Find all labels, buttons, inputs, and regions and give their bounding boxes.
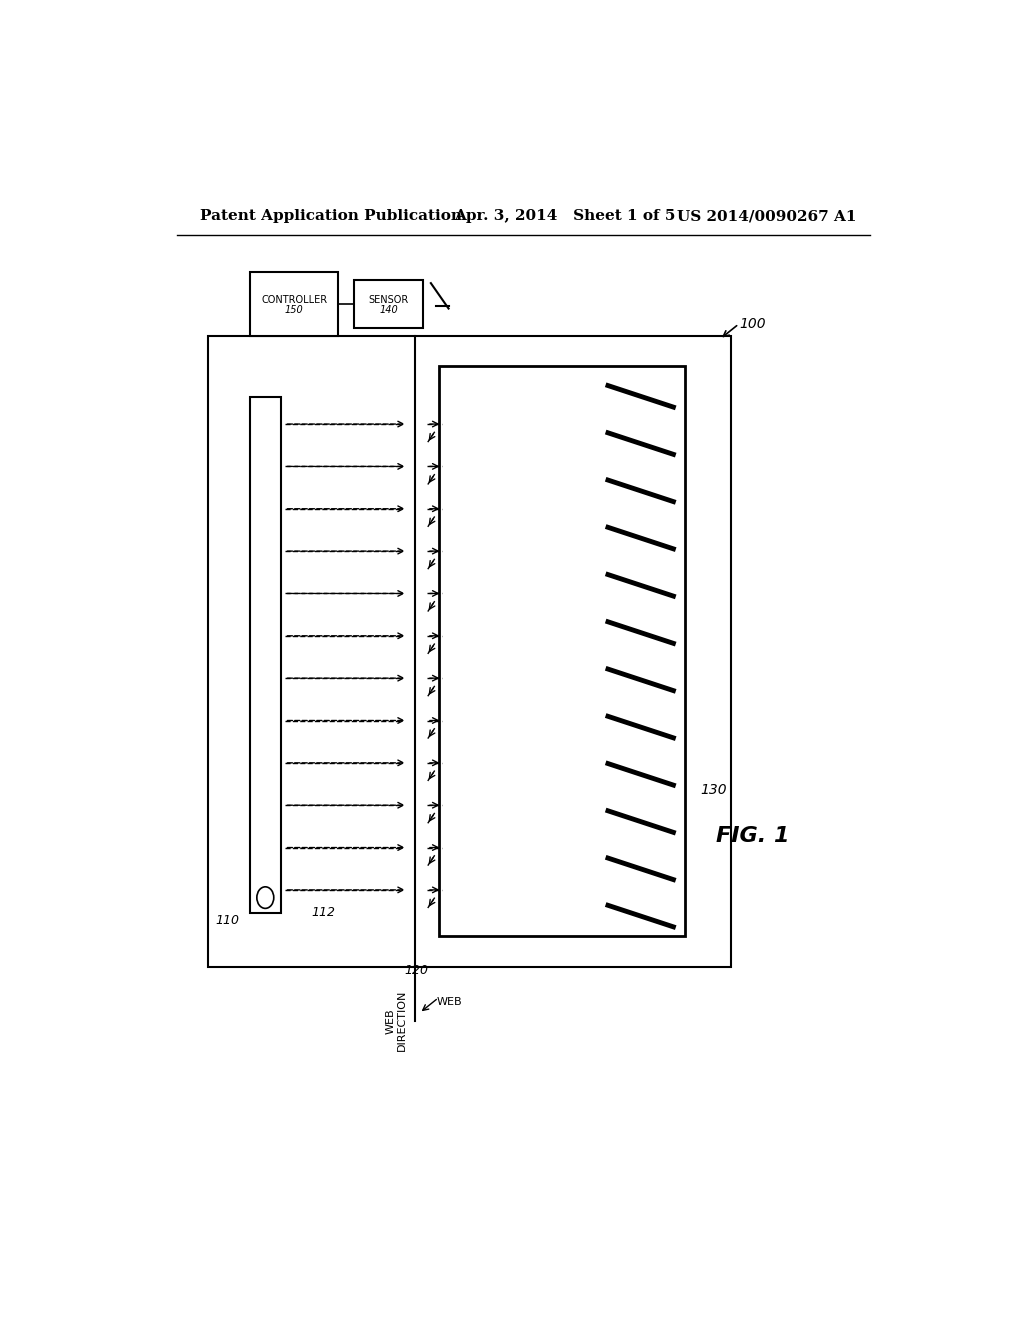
Text: WEB
DIRECTION: WEB DIRECTION: [385, 990, 407, 1051]
Ellipse shape: [257, 887, 273, 908]
Text: US 2014/0090267 A1: US 2014/0090267 A1: [677, 209, 857, 223]
Bar: [250, 397, 281, 913]
Text: 140: 140: [379, 305, 398, 315]
Text: 150: 150: [285, 305, 303, 315]
Text: SENSOR: SENSOR: [369, 296, 409, 305]
Bar: [354, 280, 423, 327]
Text: FIG. 1: FIG. 1: [716, 826, 790, 846]
Text: 100: 100: [739, 317, 766, 331]
Bar: [438, 367, 685, 936]
Bar: [208, 335, 731, 966]
Text: 110: 110: [215, 915, 240, 927]
Text: CONTROLLER: CONTROLLER: [261, 296, 328, 305]
Text: Patent Application Publication: Patent Application Publication: [200, 209, 462, 223]
Text: 130: 130: [700, 783, 727, 797]
Bar: [250, 272, 339, 335]
Text: Apr. 3, 2014   Sheet 1 of 5: Apr. 3, 2014 Sheet 1 of 5: [454, 209, 676, 223]
Text: WEB: WEB: [437, 997, 463, 1007]
Text: 120: 120: [403, 964, 428, 977]
Text: 112: 112: [311, 907, 336, 920]
